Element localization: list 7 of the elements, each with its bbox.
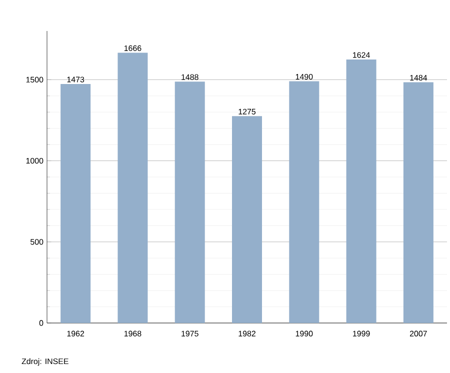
bar — [289, 81, 320, 323]
bar — [118, 52, 148, 323]
bar — [346, 60, 376, 323]
bar — [403, 82, 434, 323]
bar — [60, 84, 91, 323]
bar — [174, 82, 205, 323]
bar — [232, 116, 262, 323]
